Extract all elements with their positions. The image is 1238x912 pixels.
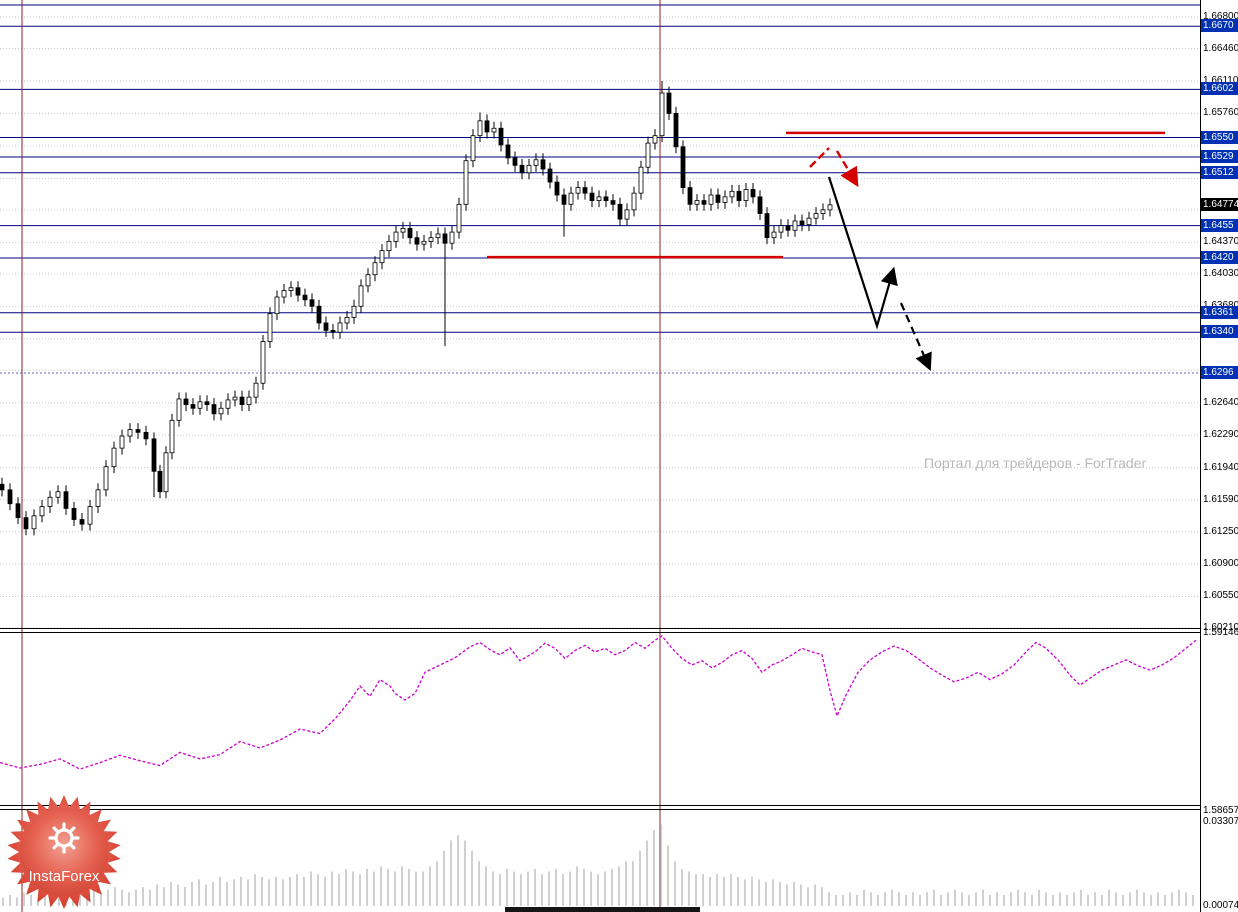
gridlines	[0, 16, 1200, 629]
price-level-badge: 1.6361	[1201, 305, 1238, 319]
price-level-badge: 1.6670	[1201, 19, 1238, 33]
price-axis: 1.66800 1.66460 1.66110 1.65760 1.64370 1.640…	[1200, 0, 1238, 912]
axis-price-label: 1.60900	[1203, 558, 1238, 570]
red-trend-lines	[487, 131, 1165, 259]
axis-price-label: 1.61940	[1203, 461, 1238, 473]
logo-brand-text: InstaForex	[29, 868, 100, 885]
price-level-badge: 1.6455	[1201, 218, 1238, 232]
axis-price-label: 1.66110	[1203, 74, 1238, 86]
indicator-scale-label: 1.58657	[1203, 805, 1238, 816]
current-price-badge: 1.64774	[1201, 197, 1238, 211]
indicator-line	[0, 635, 1197, 770]
pane-separators	[0, 628, 1200, 810]
gear-icon	[48, 822, 80, 854]
axis-price-label: 1.64370	[1203, 236, 1238, 248]
axis-price-label: 1.64030	[1203, 267, 1238, 279]
period-separator-lines	[21, 0, 661, 912]
candlesticks	[0, 80, 833, 536]
support-resistance-lines	[0, 4, 1200, 374]
watermark-text: Портал для трейдеров - ForTrader	[924, 455, 1147, 471]
instaforex-logo: InstaForex	[7, 795, 121, 909]
axis-price-label: 1.60550	[1203, 590, 1238, 602]
price-level-badge: 1.6512	[1201, 165, 1238, 179]
axis-price-label: 1.66460	[1203, 42, 1238, 54]
axis-price-label: 1.62290	[1203, 429, 1238, 441]
price-level-badge: 1.6550	[1201, 130, 1238, 144]
volume-bars	[2, 824, 1194, 906]
volume-scale-label: 0.03307	[1203, 816, 1238, 827]
axis-price-label: 1.60210	[1203, 622, 1238, 633]
price-level-badge: 1.6602	[1201, 82, 1238, 96]
forecast-arrows	[809, 147, 932, 372]
time-axis-bar	[505, 907, 700, 912]
axis-price-label: 1.61590	[1203, 494, 1238, 506]
price-chart[interactable]	[0, 0, 1200, 912]
axis-price-label: 1.65760	[1203, 107, 1238, 119]
axis-price-label: 1.62640	[1203, 396, 1238, 408]
price-level-badge: 1.6420	[1201, 251, 1238, 265]
price-level-badge: 1.6529	[1201, 150, 1238, 163]
price-level-badge: 1.6296	[1201, 366, 1238, 380]
price-level-badge: 1.6340	[1201, 325, 1238, 339]
volume-scale-label: 0.00074	[1203, 900, 1238, 911]
indicator-scale-label: 1.59146	[1203, 627, 1238, 638]
axis-price-label: 1.66800	[1203, 11, 1238, 22]
axis-price-label: 1.61250	[1203, 525, 1238, 537]
